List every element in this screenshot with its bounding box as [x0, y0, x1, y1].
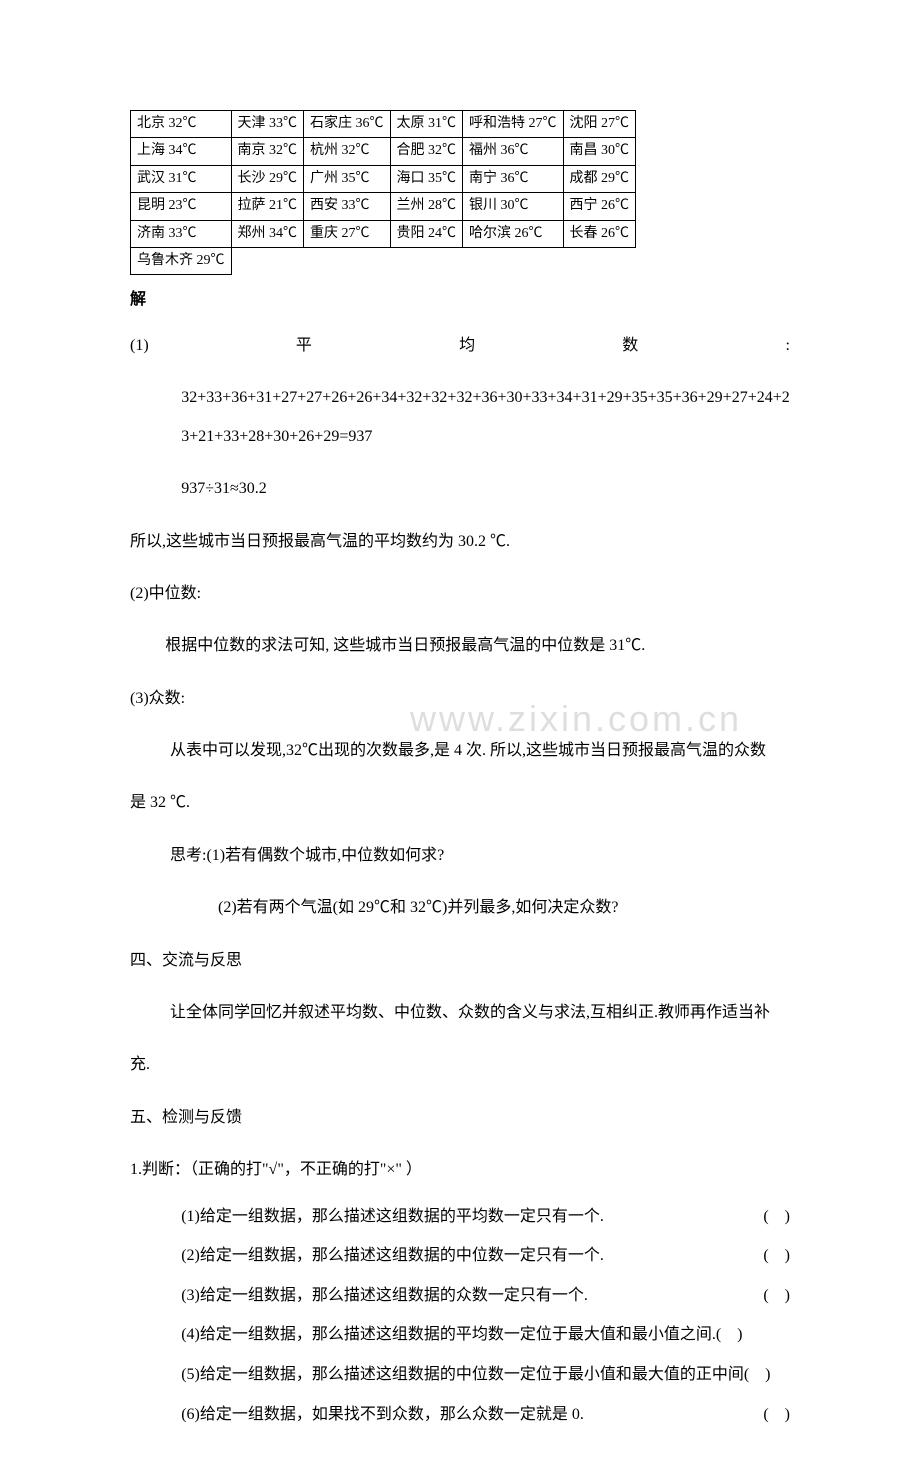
judge-text: (5)给定一组数据，那么描述这组数据的中位数一定位于最小值和最大值的正中间( ) — [181, 1362, 770, 1388]
temperature-table: 北京 32℃ 天津 33℃ 石家庄 36℃ 太原 31℃ 呼和浩特 27℃ 沈阳… — [130, 110, 636, 275]
table-row: 武汉 31℃ 长沙 29℃ 广州 35℃ 海口 35℃ 南宁 36℃ 成都 29… — [131, 165, 636, 192]
cell: 呼和浩特 27℃ — [463, 111, 564, 138]
cell: 西宁 26℃ — [563, 193, 636, 220]
cell: 哈尔滨 26℃ — [463, 220, 564, 247]
cell: 南宁 36℃ — [463, 165, 564, 192]
cell: 重庆 27℃ — [304, 220, 391, 247]
cell: 贵阳 24℃ — [390, 220, 463, 247]
avg-char: 平 — [296, 327, 312, 365]
cell: 银川 30℃ — [463, 193, 564, 220]
table-row: 北京 32℃ 天津 33℃ 石家庄 36℃ 太原 31℃ 呼和浩特 27℃ 沈阳… — [131, 111, 636, 138]
cell: 拉萨 21℃ — [231, 193, 304, 220]
cell: 郑州 34℃ — [231, 220, 304, 247]
cell: 南昌 30℃ — [563, 138, 636, 165]
avg-line: (1) 平 均 数 : — [130, 327, 790, 365]
cell: 南京 32℃ — [231, 138, 304, 165]
table-row: 上海 34℃ 南京 32℃ 杭州 32℃ 合肥 32℃ 福州 36℃ 南昌 30… — [131, 138, 636, 165]
cell: 武汉 31℃ — [131, 165, 232, 192]
cell: 乌鲁木齐 29℃ — [131, 247, 232, 274]
sum-expression: 32+33+36+31+27+27+26+26+34+32+32+32+36+3… — [130, 379, 790, 456]
judge-item-5: (5)给定一组数据，那么描述这组数据的中位数一定位于最小值和最大值的正中间( ) — [130, 1362, 790, 1388]
solution-label: 解 — [130, 287, 790, 313]
cell: 海口 35℃ — [390, 165, 463, 192]
cell: 太原 31℃ — [390, 111, 463, 138]
cell: 兰州 28℃ — [390, 193, 463, 220]
cell: 北京 32℃ — [131, 111, 232, 138]
cell: 合肥 32℃ — [390, 138, 463, 165]
judge-text: (3)给定一组数据，那么描述这组数据的众数一定只有一个. — [181, 1283, 588, 1309]
cell: 天津 33℃ — [231, 111, 304, 138]
judge-text: (2)给定一组数据，那么描述这组数据的中位数一定只有一个. — [181, 1243, 604, 1269]
cell: 沈阳 27℃ — [563, 111, 636, 138]
judge-text: (1)给定一组数据，那么描述这组数据的平均数一定只有一个. — [181, 1204, 604, 1230]
think-1: 思考:(1)若有偶数个城市,中位数如何求? — [130, 837, 790, 875]
section-4-body2: 充. — [130, 1046, 790, 1084]
cell: 西安 33℃ — [304, 193, 391, 220]
cell: 杭州 32℃ — [304, 138, 391, 165]
cell: 昆明 23℃ — [131, 193, 232, 220]
judge-text: (6)给定一组数据，如果找不到众数，那么众数一定就是 0. — [181, 1402, 584, 1428]
cell: 长沙 29℃ — [231, 165, 304, 192]
cell: 石家庄 36℃ — [304, 111, 391, 138]
table-row: 乌鲁木齐 29℃ — [131, 247, 636, 274]
cell: 广州 35℃ — [304, 165, 391, 192]
mode-body: 从表中可以发现,32℃出现的次数最多,是 4 次. 所以,这些城市当日预报最高气… — [130, 732, 790, 770]
avg-char: 数 — [622, 327, 638, 365]
cell: 福州 36℃ — [463, 138, 564, 165]
judge-header: 1.判断：（正确的打"√"，不正确的打"×" ） — [130, 1151, 790, 1189]
judge-text: (4)给定一组数据，那么描述这组数据的平均数一定位于最大值和最小值之间.( ) — [181, 1322, 742, 1348]
judge-paren: ( ) — [763, 1204, 790, 1230]
cell: 上海 34℃ — [131, 138, 232, 165]
judge-paren: ( ) — [763, 1283, 790, 1309]
cell: 济南 33℃ — [131, 220, 232, 247]
judge-paren: ( ) — [763, 1243, 790, 1269]
judge-item-2: (2)给定一组数据，那么描述这组数据的中位数一定只有一个. ( ) — [130, 1243, 790, 1269]
avg-label: (1) — [130, 327, 149, 365]
judge-paren: ( ) — [763, 1402, 790, 1428]
section-5-title: 五、检测与反馈 — [130, 1099, 790, 1137]
avg-conclusion: 所以,这些城市当日预报最高气温的平均数约为 30.2 ℃. — [130, 523, 790, 561]
mode-label: (3)众数: — [130, 680, 790, 718]
division-result: 937÷31≈30.2 — [130, 470, 790, 508]
cell: 成都 29℃ — [563, 165, 636, 192]
cell: 长春 26℃ — [563, 220, 636, 247]
judge-item-4: (4)给定一组数据，那么描述这组数据的平均数一定位于最大值和最小值之间.( ) — [130, 1322, 790, 1348]
section-4-title: 四、交流与反思 — [130, 942, 790, 980]
avg-char: 均 — [459, 327, 475, 365]
median-label: (2)中位数: — [130, 575, 790, 613]
judge-item-3: (3)给定一组数据，那么描述这组数据的众数一定只有一个. ( ) — [130, 1283, 790, 1309]
table-row: 济南 33℃ 郑州 34℃ 重庆 27℃ 贵阳 24℃ 哈尔滨 26℃ 长春 2… — [131, 220, 636, 247]
table-row: 昆明 23℃ 拉萨 21℃ 西安 33℃ 兰州 28℃ 银川 30℃ 西宁 26… — [131, 193, 636, 220]
think-2: (2)若有两个气温(如 29℃和 32℃)并列最多,如何决定众数? — [130, 889, 790, 927]
avg-colon: : — [786, 327, 790, 365]
mode-body2: 是 32 ℃. — [130, 784, 790, 822]
judge-item-6: (6)给定一组数据，如果找不到众数，那么众数一定就是 0. ( ) — [130, 1402, 790, 1428]
section-4-body: 让全体同学回忆并叙述平均数、中位数、众数的含义与求法,互相纠正.教师再作适当补 — [130, 994, 790, 1032]
judge-item-1: (1)给定一组数据，那么描述这组数据的平均数一定只有一个. ( ) — [130, 1204, 790, 1230]
median-body: 根据中位数的求法可知, 这些城市当日预报最高气温的中位数是 31℃. — [130, 627, 790, 665]
